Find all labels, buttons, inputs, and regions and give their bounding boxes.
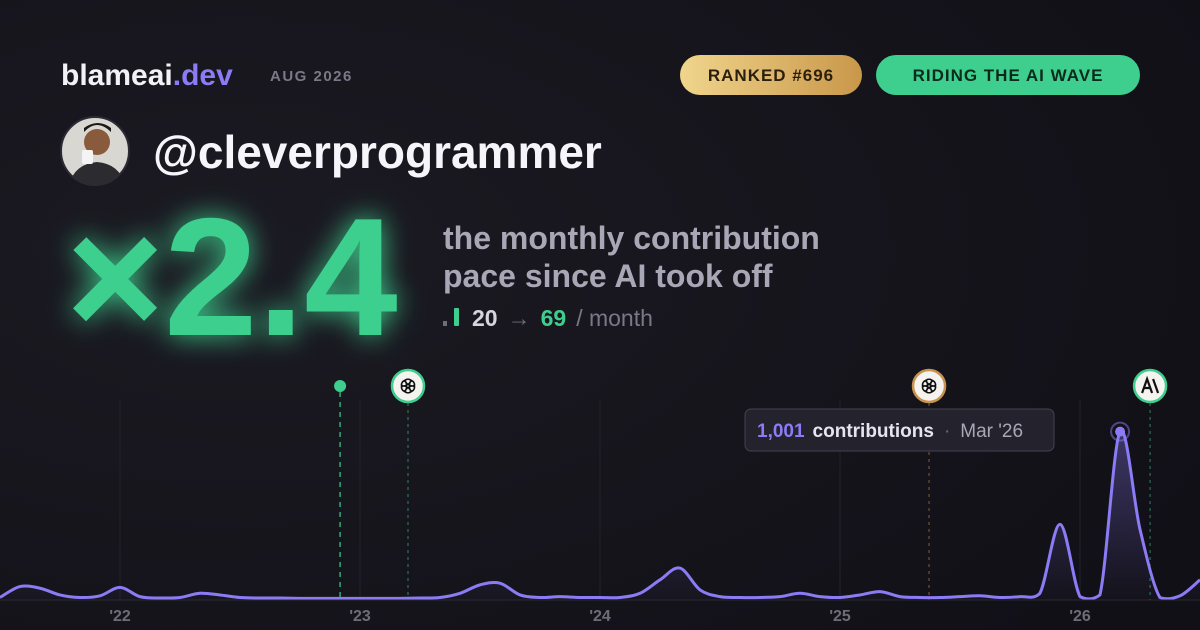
tooltip-box [744, 408, 1055, 452]
tooltip-value: 1,001 [757, 421, 805, 442]
brand: blameai.dev [61, 59, 233, 92]
brand-suffix: .dev [173, 59, 233, 92]
x-tick-label: '24 [589, 608, 611, 625]
tooltip-separator: · [944, 421, 950, 442]
stat-unit: / month [576, 305, 653, 331]
wave-badge [876, 55, 1140, 95]
wave-badge-text: RIDING THE AI WAVE [913, 66, 1104, 85]
handle: @cleverprogrammer [153, 126, 602, 178]
tagline-line: pace since AI took off [443, 258, 773, 294]
rank-badge-text: RANKED #696 [708, 66, 834, 85]
highlight-ring [1110, 421, 1131, 442]
x-tick-label: '23 [349, 608, 371, 625]
line [0, 429, 1200, 601]
stat-after: 69 [541, 305, 567, 331]
tagline-line: the monthly contribution [443, 220, 820, 256]
tooltip: 1,001 contributions · Mar '26 [744, 408, 1055, 452]
stat-icon-high [454, 308, 459, 326]
highlight-point [1115, 426, 1126, 437]
stat-row: 20 → 69 / month [472, 305, 653, 331]
avatar-ring [60, 116, 130, 186]
event-icon-glyph [1141, 375, 1160, 394]
event-icon-petal [404, 378, 416, 387]
x-tick-label: '26 [1069, 608, 1091, 625]
multiplier: ×2.4 [66, 183, 398, 371]
tooltip-date: Mar '26 [960, 421, 1023, 442]
stat-icon-low [443, 321, 447, 326]
chart: '22 '23 '24 '25 '26 [0, 368, 1200, 625]
rank-badge [680, 55, 862, 95]
event-icon [911, 368, 947, 404]
brand-name: blameai [61, 59, 173, 92]
event-dot [334, 380, 347, 392]
x-tick-label: '25 [829, 608, 851, 625]
date: AUG 2026 [270, 68, 353, 85]
event-icon [390, 368, 426, 404]
tooltip-text: 1,001 contributions · Mar '26 [757, 421, 1023, 442]
event-icon-petal [925, 378, 937, 387]
x-tick-label: '22 [109, 608, 131, 625]
stat-arrow: → [508, 305, 531, 331]
tooltip-label: contributions [813, 421, 934, 442]
stat-before: 20 [472, 305, 498, 331]
